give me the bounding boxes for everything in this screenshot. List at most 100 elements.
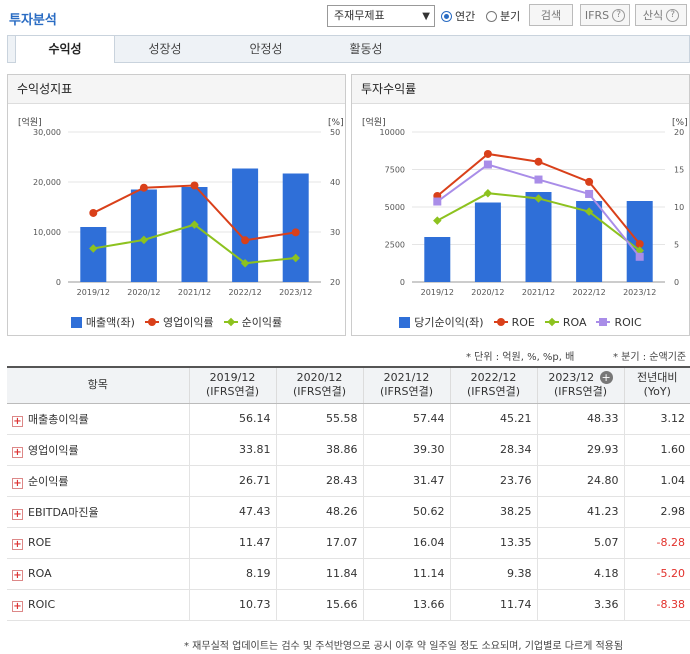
- value-cell: 28.34: [450, 434, 538, 466]
- profitability-chart: [억원] [%] 30,000 50 20,000 40 10,000 30 0 20 2019/1…: [18, 116, 344, 297]
- series-point: [190, 220, 199, 229]
- y-left-tick-label: 10000: [380, 128, 405, 137]
- search-button[interactable]: 검색: [529, 4, 573, 26]
- x-tick-label: 2020/12: [127, 288, 160, 297]
- x-tick-label: 2023/12: [279, 288, 312, 297]
- yoy-cell: -8.28: [624, 527, 690, 559]
- legend-bar-swatch: [70, 316, 82, 328]
- legend-item[interactable]: 매출액(좌): [70, 314, 135, 330]
- footer-note: * 재무실적 업데이트는 검수 및 주석반영으로 공시 이후 약 일주일 정도 …: [184, 641, 624, 652]
- right-axis-unit: [%]: [328, 118, 344, 128]
- chevron-down-icon: ▼: [422, 11, 430, 22]
- value-cell: 31.47: [363, 465, 451, 497]
- legend-line-swatch: [144, 317, 159, 327]
- y-right-tick-label: 30: [330, 228, 340, 237]
- row-name[interactable]: 순이익률: [28, 474, 69, 488]
- expand-row-icon[interactable]: +: [12, 477, 23, 489]
- legend-item[interactable]: 영업이익률: [144, 314, 214, 330]
- expand-row-icon[interactable]: +: [12, 538, 23, 550]
- row-name-cell: + EBITDA마진율: [7, 496, 190, 528]
- header-bar: 투자분석 주재무제표 ▼ 연간 분기 검색 IFRS ? 산식 ?: [0, 0, 690, 34]
- right-axis-unit: [%]: [672, 118, 688, 128]
- expand-row-icon[interactable]: +: [12, 415, 23, 427]
- row-name-cell: + 순이익률: [7, 465, 190, 497]
- series-point: [291, 253, 300, 263]
- row-name[interactable]: ROIC: [28, 597, 56, 611]
- yoy-cell: 3.12: [624, 403, 690, 435]
- value-cell: 4.18: [537, 558, 625, 590]
- ifrs-help-button[interactable]: IFRS ?: [580, 4, 630, 26]
- expand-row-icon[interactable]: +: [12, 508, 23, 520]
- y-right-tick-label: 50: [330, 128, 340, 137]
- expand-row-icon[interactable]: +: [12, 446, 23, 458]
- return-chart-panel: 투자수익률 [억원] [%] 10000 20 7500 15 5000 10 2500 5 0 0 2…: [351, 74, 690, 336]
- yoy-cell: -8.38: [624, 589, 690, 621]
- row-name[interactable]: 영업이익률: [28, 443, 79, 457]
- value-cell: 47.43: [189, 496, 277, 528]
- x-tick-label: 2023/12: [623, 288, 656, 297]
- column-header-year: 2023/12 + (IFRS연결): [537, 366, 625, 404]
- tab-stability[interactable]: 안정성: [249, 42, 283, 56]
- series-point: [483, 149, 492, 158]
- page-title: 투자분석: [9, 13, 57, 28]
- bar: [474, 202, 501, 282]
- y-right-tick-label: 15: [674, 166, 684, 175]
- series-point: [240, 258, 250, 268]
- bar: [181, 187, 208, 282]
- y-left-tick-label: 30,000: [33, 128, 61, 137]
- value-cell: 48.33: [537, 403, 625, 435]
- chart-legend: 매출액(좌) 영업이익률 순이익률: [8, 314, 345, 330]
- tab-growth[interactable]: 성장성: [148, 42, 182, 56]
- legend-label: 당기순이익(좌): [414, 316, 484, 329]
- value-cell: 48.26: [276, 496, 364, 528]
- expand-row-icon[interactable]: +: [12, 569, 23, 581]
- tab-activity[interactable]: 활동성: [349, 42, 383, 56]
- legend-item[interactable]: ROA: [544, 314, 586, 330]
- table-row: + ROE 11.47 17.07 16.04 13.35 5.07 -8.28: [7, 527, 690, 559]
- row-name[interactable]: EBITDA마진율: [28, 505, 99, 519]
- y-right-tick-label: 5: [674, 241, 679, 250]
- expand-row-icon[interactable]: +: [12, 600, 23, 612]
- bar: [525, 192, 552, 282]
- table-row: + ROA 8.19 11.84 11.14 9.38 4.18 -5.20: [7, 558, 690, 590]
- column-header-year: 2020/12 (IFRS연결): [276, 366, 364, 404]
- y-right-tick-label: 10: [674, 203, 684, 212]
- table-row: + ROIC 10.73 15.66 13.66 11.74 3.36 -8.38: [7, 589, 690, 621]
- row-name-cell: + 매출총이익률: [7, 403, 190, 435]
- column-header-year: 2019/12 (IFRS연결): [189, 366, 277, 404]
- formula-help-button[interactable]: 산식 ?: [635, 4, 687, 26]
- series-point: [483, 188, 493, 198]
- series-point: [635, 252, 644, 261]
- legend-item[interactable]: ROE: [493, 314, 535, 330]
- table-header-row: 항목 2019/12 (IFRS연결) 2020/12 (IFRS연결) 2021/…: [7, 366, 690, 404]
- value-cell: 26.71: [189, 465, 277, 497]
- value-cell: 24.80: [537, 465, 625, 497]
- series-point: [584, 207, 594, 216]
- row-name-cell: + ROA: [7, 558, 190, 590]
- legend-item[interactable]: ROIC: [596, 314, 642, 330]
- statement-type-select[interactable]: 주재무제표 ▼: [327, 5, 435, 27]
- row-name[interactable]: ROE: [28, 535, 52, 549]
- legend-item[interactable]: 순이익률: [223, 314, 282, 330]
- value-cell: 15.66: [276, 589, 364, 621]
- radio-annual[interactable]: 연간: [441, 8, 475, 24]
- series-point: [89, 244, 98, 253]
- panel-title: 수익성지표: [8, 75, 345, 104]
- legend-item[interactable]: 당기순이익(좌): [399, 314, 484, 330]
- radio-quarter[interactable]: 분기: [486, 8, 520, 24]
- question-icon: ?: [666, 8, 680, 22]
- left-axis-unit: [억원]: [18, 116, 42, 128]
- row-name[interactable]: ROA: [28, 566, 52, 580]
- expand-columns-icon[interactable]: +: [599, 371, 613, 385]
- legend-bar-swatch: [399, 316, 411, 328]
- table-row: + 매출총이익률 56.14 55.58 57.44 45.21 48.33 3.12: [7, 403, 690, 435]
- value-cell: 13.66: [363, 589, 451, 621]
- value-cell: 38.86: [276, 434, 364, 466]
- tab-profitability[interactable]: 수익성: [15, 35, 115, 63]
- yoy-cell: 1.04: [624, 465, 690, 497]
- radio-annual-label: 연간: [455, 10, 476, 23]
- value-cell: 11.47: [189, 527, 277, 559]
- row-name[interactable]: 매출총이익률: [28, 412, 89, 426]
- y-left-tick-label: 0: [400, 278, 405, 287]
- y-left-tick-label: 7500: [385, 166, 405, 175]
